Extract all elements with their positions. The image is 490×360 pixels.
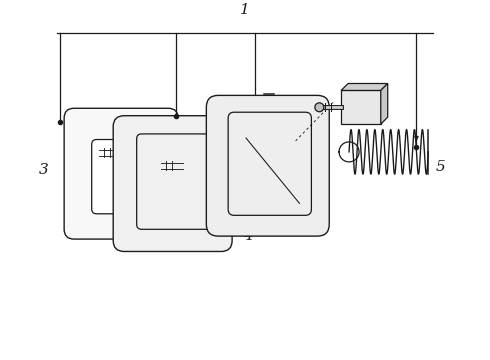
Circle shape (315, 103, 324, 112)
FancyBboxPatch shape (92, 140, 150, 214)
Bar (341, 90, 381, 124)
Text: 5: 5 (435, 160, 445, 174)
Text: 2: 2 (164, 229, 173, 243)
FancyBboxPatch shape (206, 95, 329, 236)
FancyBboxPatch shape (64, 108, 178, 239)
Text: 3: 3 (39, 163, 49, 177)
Text: 4: 4 (243, 229, 253, 243)
FancyBboxPatch shape (113, 116, 232, 252)
Polygon shape (341, 84, 388, 90)
Text: 1: 1 (240, 3, 250, 17)
Polygon shape (381, 84, 388, 124)
